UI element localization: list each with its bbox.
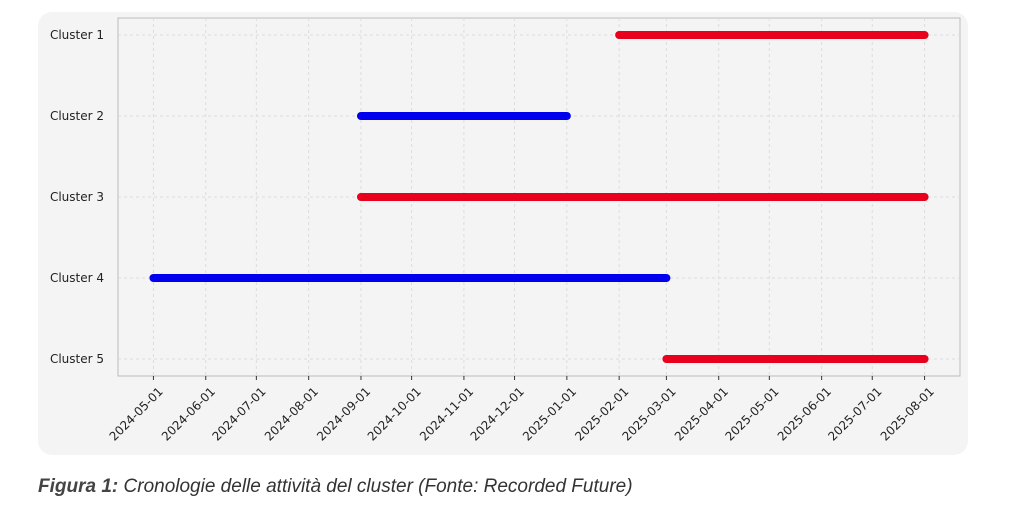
y-tick-label: Cluster 1: [50, 28, 104, 42]
x-tick-label: 2024-10-01: [365, 384, 424, 443]
x-tick-label: 2024-12-01: [468, 384, 527, 443]
x-tick-label: 2024-05-01: [107, 384, 166, 443]
x-tick-label: 2025-07-01: [825, 384, 884, 443]
y-tick-label: Cluster 4: [50, 271, 104, 285]
caption-label: Figura 1:: [38, 476, 119, 497]
caption: Figura 1: Cronologie delle attività del …: [38, 476, 633, 498]
x-tick-label: 2024-07-01: [209, 384, 268, 443]
x-tick-label: 2025-01-01: [520, 384, 579, 443]
y-tick-label: Cluster 5: [50, 352, 104, 366]
y-tick-label: Cluster 2: [50, 109, 104, 123]
chart: 2024-05-012024-06-012024-07-012024-08-01…: [50, 17, 961, 444]
x-tick-label: 2025-05-01: [722, 384, 781, 443]
x-tick-label: 2025-08-01: [878, 384, 937, 443]
x-tick-label: 2024-08-01: [262, 384, 321, 443]
caption-text: Cronologie delle attività del cluster (F…: [123, 476, 633, 497]
y-tick-label: Cluster 3: [50, 190, 104, 204]
